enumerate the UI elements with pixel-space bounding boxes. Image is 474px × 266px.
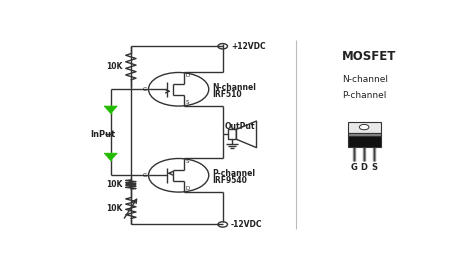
Bar [228,130,237,139]
Text: G: G [143,87,147,92]
Text: 10K: 10K [107,203,123,213]
Text: S: S [372,163,377,172]
Text: D: D [185,186,190,191]
Text: OutPut: OutPut [225,122,255,131]
Text: +12VDC: +12VDC [231,42,265,51]
Text: P-channel: P-channel [212,169,255,178]
Text: P-channel: P-channel [342,91,386,100]
Text: MOSFET: MOSFET [342,50,396,63]
Text: IRF510: IRF510 [212,90,242,99]
Polygon shape [104,106,117,113]
Bar [347,136,381,147]
Text: S: S [185,100,189,105]
Circle shape [359,124,369,130]
Text: 10K: 10K [107,180,123,189]
Bar [347,133,381,136]
Text: G: G [350,163,357,172]
Bar [347,122,381,133]
Text: -12VDC: -12VDC [231,220,262,229]
Text: IRF9540: IRF9540 [212,176,247,185]
Text: N-channel: N-channel [342,74,388,84]
Text: D: D [361,163,368,172]
Text: D: D [185,73,190,78]
Text: G: G [143,173,147,178]
Text: 10K: 10K [107,62,123,71]
Text: InPut: InPut [91,130,116,139]
Polygon shape [104,153,117,161]
Text: N-channel: N-channel [212,83,256,92]
Text: S: S [185,159,189,164]
